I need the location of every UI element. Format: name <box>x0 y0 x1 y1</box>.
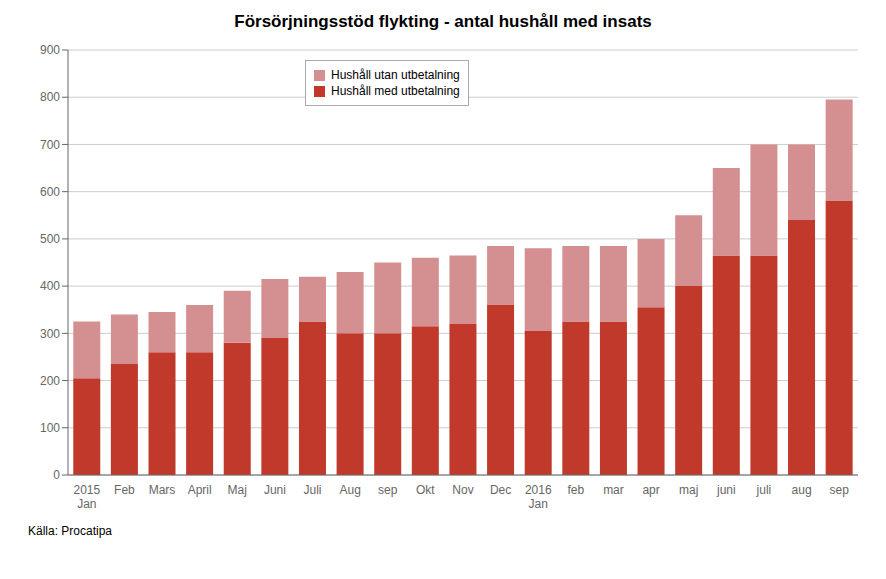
svg-text:2016Jan: 2016Jan <box>525 483 552 511</box>
svg-text:maj: maj <box>679 483 698 497</box>
html-text:Källa: Procatipa: Källa: Procatipa <box>28 524 112 538</box>
svg-text:Mars: Mars <box>149 483 176 497</box>
svg-text:April: April <box>188 483 212 497</box>
svg-text:Aug: Aug <box>339 483 360 497</box>
svg-text:Nov: Nov <box>452 483 473 497</box>
svg-text:400: 400 <box>40 279 60 293</box>
svg-text:600: 600 <box>40 185 60 199</box>
svg-text:700: 700 <box>40 138 60 152</box>
svg-text:feb: feb <box>568 483 585 497</box>
svg-text:Maj: Maj <box>228 483 247 497</box>
svg-text:juni: juni <box>716 483 736 497</box>
svg-text:aug: aug <box>792 483 812 497</box>
svg-text:Juni: Juni <box>264 483 286 497</box>
svg-text:sep: sep <box>378 483 398 497</box>
svg-text:sep: sep <box>830 483 850 497</box>
svg-text:200: 200 <box>40 374 60 388</box>
svg-text:Okt: Okt <box>416 483 435 497</box>
svg-text:100: 100 <box>40 421 60 435</box>
html-text:Hushåll utan utbetalning: Hushåll utan utbetalning <box>331 68 460 82</box>
svg-text:300: 300 <box>40 327 60 341</box>
svg-text:Dec: Dec <box>490 483 511 497</box>
html-text:Försörjningsstöd flykting - an: Försörjningsstöd flykting - antal hushål… <box>234 12 652 31</box>
svg-text:apr: apr <box>642 483 659 497</box>
svg-text:900: 900 <box>40 43 60 57</box>
html-text:Hushåll med utbetalning: Hushåll med utbetalning <box>331 84 460 98</box>
svg-text:mar: mar <box>603 483 624 497</box>
svg-text:2015Jan: 2015Jan <box>73 483 100 511</box>
svg-text:Feb: Feb <box>114 483 135 497</box>
svg-text:800: 800 <box>40 90 60 104</box>
svg-text:500: 500 <box>40 232 60 246</box>
svg-text:juli: juli <box>756 483 772 497</box>
svg-text:Juli: Juli <box>304 483 322 497</box>
svg-text:0: 0 <box>53 468 60 482</box>
